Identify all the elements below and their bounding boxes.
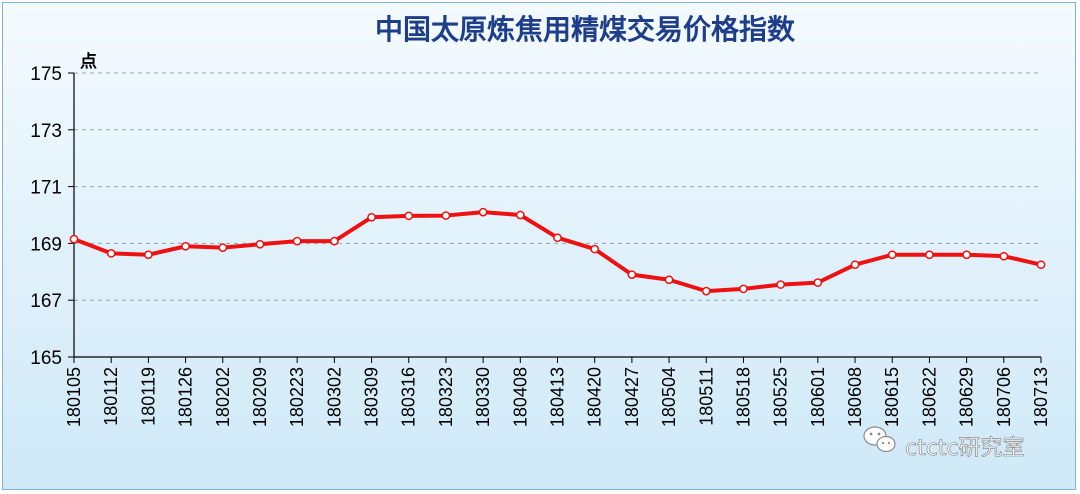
x-tick-label: 180608: [845, 367, 865, 427]
data-point: [292, 236, 302, 246]
x-tick-label: 180525: [771, 367, 791, 427]
wechat-icon: [863, 426, 896, 453]
chart-svg: 中国太原炼焦用精煤交易价格指数 点 165 167 169 171 173 175 180…: [30, 13, 1051, 461]
data-point: [255, 239, 265, 249]
x-tick-label: 180511: [696, 367, 716, 426]
x-tick-label: 180601: [808, 367, 828, 427]
x-tick-label: 180309: [362, 367, 382, 427]
y-tick-label: 171: [30, 178, 62, 199]
x-tick-label: 180427: [622, 367, 642, 427]
data-point: [404, 211, 414, 221]
x-tick-label: 180105: [64, 367, 84, 427]
x-tick-label: 180706: [994, 367, 1014, 427]
y-tick-label: 167: [30, 291, 62, 312]
x-tick-label: 180209: [250, 367, 270, 427]
x-tick-label: 180408: [510, 367, 530, 427]
x-tick-label: 180330: [473, 367, 493, 427]
series-line: [72, 210, 1043, 294]
data-point: [478, 207, 488, 217]
x-tick-label: 180413: [548, 367, 568, 427]
data-point: [590, 244, 600, 254]
watermark-text: ctctc研究室: [905, 436, 1025, 461]
data-point: [553, 233, 562, 243]
data-point: [925, 250, 934, 260]
x-tick-label: 180323: [436, 367, 456, 427]
y-tick-label: 165: [30, 348, 62, 369]
data-point: [739, 284, 748, 294]
x-tick-label: 180316: [399, 367, 419, 427]
y-tick-label: 169: [30, 234, 62, 255]
x-tick-labels: 180105 180112 180119 180126 180202 180209 1802…: [64, 367, 1051, 427]
data-point: [106, 248, 116, 258]
x-tick-label: 180420: [585, 367, 605, 427]
x-tick-label: 180622: [919, 367, 939, 427]
axes: [68, 72, 1042, 363]
chart-title: 中国太原炼焦用精煤交易价格指数: [375, 13, 796, 46]
data-point: [367, 212, 376, 222]
x-tick-label: 180119: [138, 367, 158, 426]
x-tick-label: 180202: [213, 367, 233, 427]
data-point: [69, 234, 79, 244]
x-tick-label: 180302: [324, 367, 344, 427]
data-point: [664, 275, 674, 285]
data-point: [627, 270, 637, 279]
data-point: [887, 250, 897, 260]
x-tick-label: 180713: [1031, 367, 1051, 427]
x-tick-label: 180112: [101, 367, 121, 426]
data-series: [69, 207, 1046, 296]
data-point: [218, 243, 228, 253]
data-point: [776, 280, 786, 289]
data-point: [999, 251, 1009, 261]
data-point: [515, 210, 525, 220]
data-point: [850, 260, 860, 270]
data-point: [701, 286, 711, 296]
data-point: [1036, 260, 1046, 270]
x-tick-label: 180629: [957, 367, 977, 427]
data-point: [329, 236, 339, 246]
y-tick-label: 173: [30, 121, 62, 142]
x-tick-label: 180126: [176, 367, 196, 427]
grid-lines: [74, 72, 1041, 301]
x-tick-label: 180504: [659, 367, 679, 427]
data-point: [962, 250, 971, 260]
x-tick-label: 180518: [733, 367, 753, 427]
y-tick-labels: 165 167 169 171 173 175: [30, 64, 62, 369]
data-point: [144, 250, 153, 260]
y-tick-label: 175: [30, 64, 62, 85]
x-tick-label: 180223: [287, 367, 307, 427]
data-point: [181, 241, 190, 251]
x-tick-label: 180615: [882, 367, 902, 427]
data-point: [813, 278, 823, 287]
y-axis-unit: 点: [80, 51, 97, 72]
watermark: ctctc研究室: [863, 426, 1025, 461]
data-point: [441, 211, 451, 220]
